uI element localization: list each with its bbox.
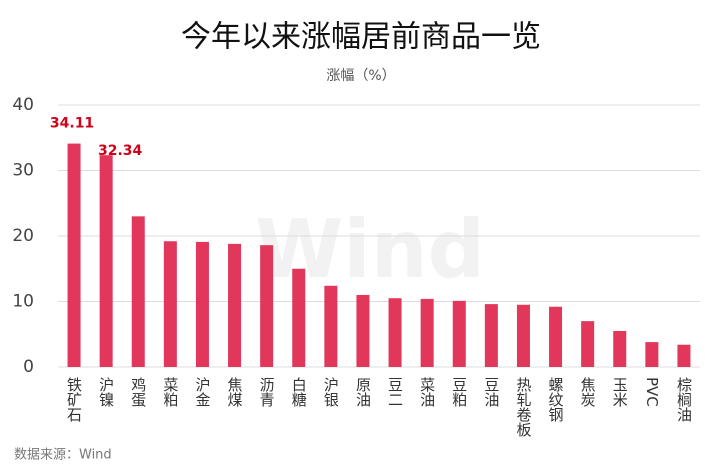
bar xyxy=(292,268,306,367)
x-tick-label: 菜粕 xyxy=(161,377,179,407)
bar xyxy=(677,344,691,367)
x-tick-label: 菜油 xyxy=(418,377,436,407)
x-tick-label: 热轧卷板 xyxy=(514,377,532,437)
chart-title: 今年以来涨幅居前商品一览 xyxy=(181,20,541,55)
bar xyxy=(356,294,370,367)
y-tick-label: 10 xyxy=(12,292,34,312)
bar xyxy=(99,155,113,367)
x-tick-label: 白糖 xyxy=(290,377,308,407)
bar xyxy=(131,216,145,367)
x-tick-label: 铁矿石 xyxy=(65,377,83,422)
x-tick-label: 沪镍 xyxy=(97,377,115,407)
x-tick-label: 焦炭 xyxy=(579,377,597,407)
bar xyxy=(228,243,242,367)
bar xyxy=(67,143,81,367)
bar xyxy=(645,342,659,367)
x-tick-label: 棕榈油 xyxy=(675,377,693,422)
y-tick-label: 20 xyxy=(12,226,34,246)
data-label: 34.11 xyxy=(50,116,94,132)
x-tick-label: 豆粕 xyxy=(450,377,468,407)
y-tick-label: 0 xyxy=(23,357,34,377)
bar xyxy=(484,304,498,367)
x-tick-label: 沥青 xyxy=(258,377,276,407)
bar xyxy=(388,298,402,367)
chart-subtitle: 涨幅（%） xyxy=(326,68,395,84)
bar xyxy=(452,300,466,367)
bar xyxy=(516,304,530,367)
source-note: 数据来源：Wind xyxy=(14,448,112,463)
x-tick-label: 沪银 xyxy=(322,377,340,407)
x-tick-label: 焦煤 xyxy=(226,377,244,407)
x-tick-label: 鸡蛋 xyxy=(129,377,147,408)
x-tick-label: PVC xyxy=(643,377,661,407)
y-tick-label: 40 xyxy=(12,95,34,115)
x-tick-label: 螺纹钢 xyxy=(547,377,565,423)
y-tick-label: 30 xyxy=(12,161,34,181)
x-tick-label: 豆二 xyxy=(386,377,404,407)
bar xyxy=(581,321,595,367)
x-tick-label: 豆油 xyxy=(482,377,500,407)
bar xyxy=(613,330,627,367)
x-tick-label: 沪金 xyxy=(193,377,211,407)
bar xyxy=(420,298,434,367)
data-label: 32.34 xyxy=(98,143,143,159)
bar xyxy=(549,306,563,367)
watermark: Wind xyxy=(255,203,485,296)
bar xyxy=(195,241,209,367)
x-tick-label: 原油 xyxy=(354,377,372,407)
bar xyxy=(324,285,338,367)
bar xyxy=(163,241,177,367)
bar xyxy=(260,245,274,367)
x-tick-label: 玉米 xyxy=(611,377,629,407)
